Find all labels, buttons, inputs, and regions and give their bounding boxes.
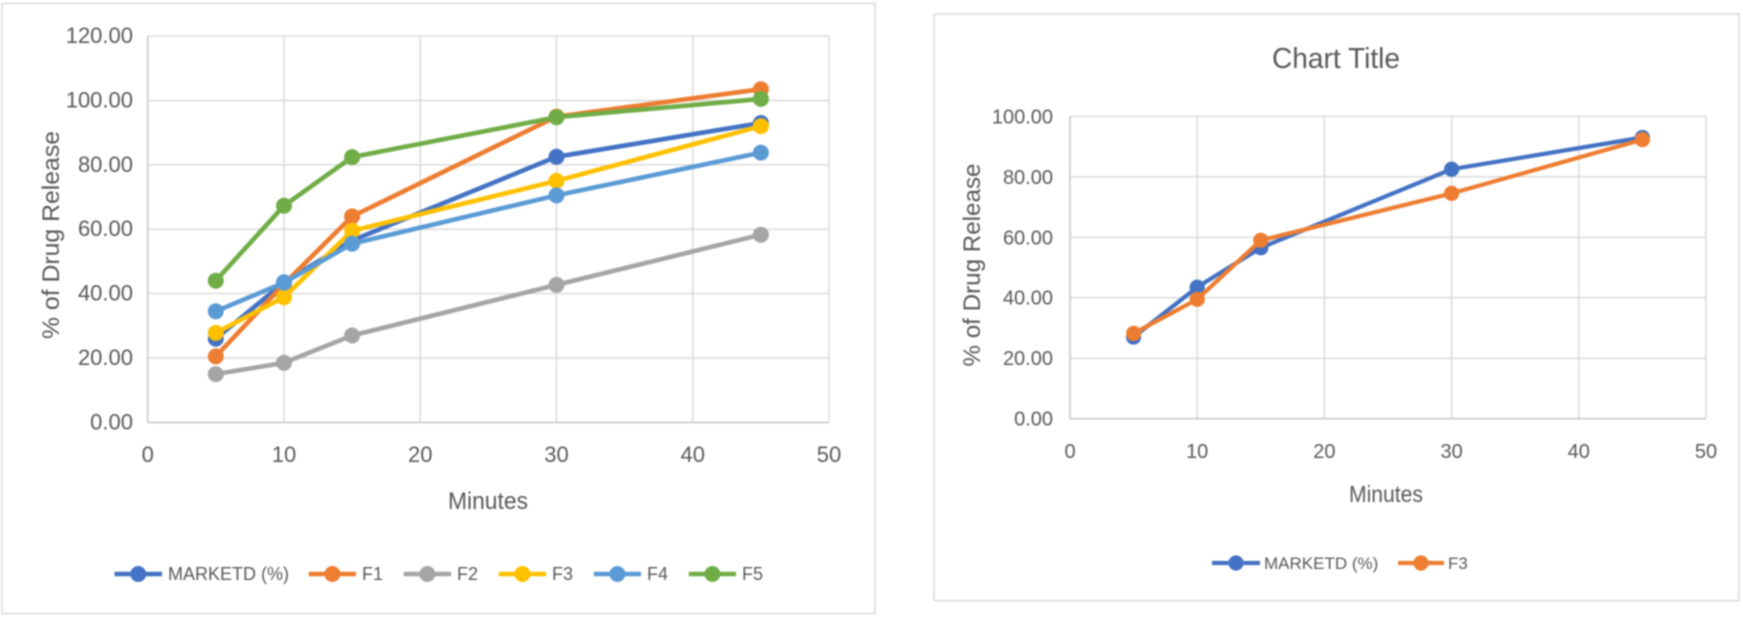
svg-text:% of Drug Release: % of Drug Release — [38, 131, 65, 339]
svg-text:MARKETD (%): MARKETD (%) — [168, 564, 289, 584]
svg-text:10: 10 — [1186, 441, 1208, 463]
svg-text:50: 50 — [1695, 441, 1717, 463]
svg-text:10: 10 — [272, 442, 296, 467]
svg-text:0: 0 — [142, 442, 154, 467]
svg-text:60.00: 60.00 — [78, 216, 133, 241]
svg-text:Chart Title: Chart Title — [1272, 43, 1400, 75]
svg-text:40: 40 — [1568, 441, 1590, 463]
svg-text:50: 50 — [817, 442, 841, 467]
svg-text:20: 20 — [408, 442, 432, 467]
svg-text:MARKETD (%): MARKETD (%) — [1264, 554, 1378, 573]
svg-text:40.00: 40.00 — [78, 281, 133, 306]
svg-text:60.00: 60.00 — [1003, 227, 1053, 249]
svg-text:Minutes: Minutes — [448, 488, 528, 515]
svg-text:0: 0 — [1064, 441, 1075, 463]
svg-text:30: 30 — [544, 442, 568, 467]
svg-text:% of Drug Release: % of Drug Release — [959, 164, 986, 367]
svg-text:0.00: 0.00 — [90, 409, 133, 434]
svg-text:100.00: 100.00 — [992, 106, 1053, 128]
svg-text:F2: F2 — [457, 564, 478, 584]
svg-text:20.00: 20.00 — [78, 345, 133, 370]
svg-text:20: 20 — [1313, 441, 1335, 463]
svg-text:100.00: 100.00 — [66, 88, 133, 113]
svg-text:F3: F3 — [552, 564, 573, 584]
svg-text:30: 30 — [1440, 441, 1462, 463]
svg-text:F1: F1 — [362, 564, 383, 584]
svg-text:40: 40 — [680, 442, 704, 467]
svg-text:F4: F4 — [647, 564, 668, 584]
svg-text:40.00: 40.00 — [1003, 288, 1053, 310]
svg-text:20.00: 20.00 — [1003, 348, 1053, 370]
svg-text:Minutes: Minutes — [1349, 481, 1423, 507]
svg-text:F3: F3 — [1448, 554, 1468, 573]
svg-text:F5: F5 — [742, 564, 763, 584]
svg-text:80.00: 80.00 — [1003, 167, 1053, 189]
svg-text:80.00: 80.00 — [78, 152, 133, 177]
svg-text:0.00: 0.00 — [1014, 409, 1053, 431]
svg-text:120.00: 120.00 — [66, 23, 133, 48]
